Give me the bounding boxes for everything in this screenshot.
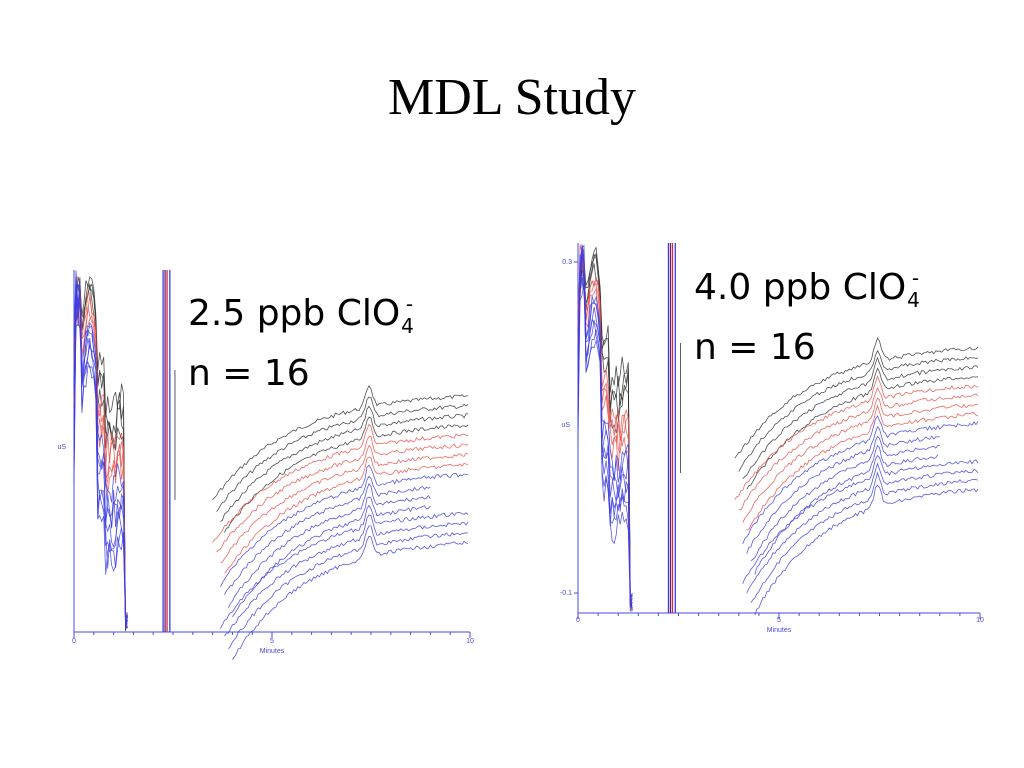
trace-early-segment bbox=[73, 277, 128, 618]
trace-baseline-segment bbox=[746, 426, 940, 554]
trace-early-segment bbox=[577, 244, 633, 600]
trace-early-segment bbox=[577, 244, 633, 609]
trace-early-segment bbox=[577, 262, 633, 605]
trace-early-segment bbox=[577, 277, 633, 605]
y-tick-label: -0.1 bbox=[560, 590, 572, 597]
annotation-2-superscript: - bbox=[911, 266, 920, 290]
x-tick-label: 10 bbox=[976, 617, 984, 624]
trace-baseline-segment bbox=[742, 356, 979, 480]
annotation-1-n: n = 16 bbox=[188, 353, 310, 394]
trace-baseline-segment bbox=[746, 367, 979, 490]
trace-early-segment bbox=[577, 254, 633, 610]
trace-baseline-segment bbox=[224, 514, 469, 637]
trace-baseline-segment bbox=[220, 444, 469, 563]
trace-early-segment bbox=[73, 283, 128, 630]
trace-baseline-segment bbox=[212, 385, 469, 500]
annotation-2-concentration: 4.0 ppb ClO bbox=[694, 267, 907, 308]
trace-baseline-segment bbox=[738, 387, 979, 511]
trace-baseline-segment bbox=[228, 525, 469, 650]
trace-early-segment bbox=[577, 249, 633, 604]
trace-early-segment bbox=[577, 250, 633, 612]
y-axis-label: uS bbox=[57, 444, 66, 451]
trace-baseline-segment bbox=[220, 504, 469, 629]
trace-baseline-segment bbox=[216, 435, 469, 553]
trace-early-segment bbox=[73, 293, 128, 628]
y-axis-label: uS bbox=[561, 422, 570, 429]
trace-baseline-segment bbox=[220, 405, 468, 522]
trace-baseline-segment bbox=[734, 375, 979, 501]
trace-early-segment bbox=[577, 284, 633, 598]
x-axis-label: Minutes bbox=[767, 627, 792, 634]
x-tick-label: 0 bbox=[576, 617, 580, 624]
trace-baseline-segment bbox=[754, 484, 979, 616]
trace-baseline-segment bbox=[742, 415, 979, 545]
annotation-1-concentration: 2.5 ppb ClO bbox=[188, 293, 401, 334]
trace-baseline-segment bbox=[224, 475, 431, 595]
trace-early-segment bbox=[73, 302, 128, 623]
trace-baseline-segment bbox=[750, 471, 979, 604]
trace-early-segment bbox=[577, 244, 633, 611]
trace-baseline-segment bbox=[220, 464, 469, 588]
trace-baseline-segment bbox=[746, 462, 979, 594]
annotation-1-subscript: 4 bbox=[401, 314, 414, 338]
trace-early-segment bbox=[577, 253, 633, 608]
trace-baseline-segment bbox=[232, 535, 469, 660]
trace-baseline-segment bbox=[734, 337, 979, 459]
trace-baseline-segment bbox=[212, 423, 469, 543]
trace-baseline-segment bbox=[738, 349, 979, 472]
trace-early-segment bbox=[577, 244, 633, 605]
y-tick-label: 0.3 bbox=[562, 259, 572, 266]
trace-baseline-segment bbox=[750, 435, 940, 561]
annotation-2-subscript: 4 bbox=[907, 288, 920, 312]
annotation-2: 4.0 ppb ClO4- n = 16 bbox=[694, 254, 920, 372]
trace-baseline-segment bbox=[224, 416, 469, 533]
trace-early-segment bbox=[73, 276, 128, 632]
trace-baseline-segment bbox=[746, 404, 979, 531]
trace-early-segment bbox=[577, 246, 633, 597]
trace-baseline-segment bbox=[224, 456, 469, 574]
trace-early-segment bbox=[73, 281, 128, 622]
trace-baseline-segment bbox=[228, 482, 431, 609]
x-axis-label: Minutes bbox=[260, 648, 285, 655]
x-tick-label: 0 bbox=[72, 638, 76, 645]
x-tick-label: 5 bbox=[270, 638, 274, 645]
trace-baseline-segment bbox=[754, 444, 939, 575]
x-tick-label: 10 bbox=[466, 638, 474, 645]
annotation-2-n: n = 16 bbox=[694, 327, 816, 368]
x-tick-label: 5 bbox=[777, 617, 781, 624]
trace-early-segment bbox=[73, 288, 128, 623]
trace-baseline-segment bbox=[742, 454, 979, 584]
trace-baseline-segment bbox=[216, 396, 469, 512]
trace-baseline-segment bbox=[742, 397, 979, 523]
annotation-1: 2.5 ppb ClO4- n = 16 bbox=[188, 280, 414, 398]
slide-title: MDL Study bbox=[388, 69, 636, 126]
annotation-1-superscript: - bbox=[405, 292, 414, 316]
trace-early-segment bbox=[577, 249, 633, 598]
trace-early-segment bbox=[73, 276, 128, 617]
trace-early-segment bbox=[73, 283, 128, 629]
